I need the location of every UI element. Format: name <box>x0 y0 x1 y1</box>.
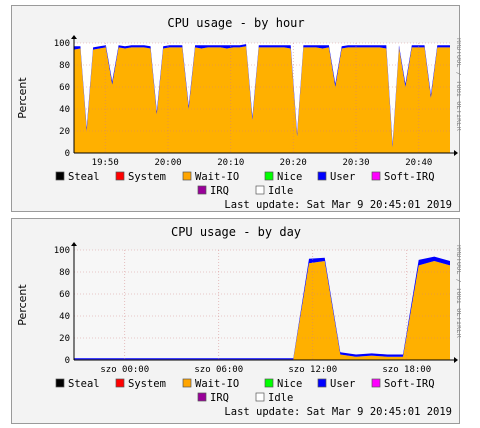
y-tick-label: 0 <box>65 356 70 366</box>
y-tick-label: 40 <box>59 105 70 115</box>
rrdtool-credit: RRDTOOL / TOBI OETIKER <box>455 38 461 132</box>
hour-chart-svg: CPU usage - by hour RRDTOOL / TOBI OETIKE… <box>16 16 461 211</box>
legend-label: IRQ <box>210 392 229 404</box>
plot-area <box>74 250 450 360</box>
y-axis-label: Percent <box>16 77 29 119</box>
x-tick-label: 20:00 <box>154 158 181 168</box>
last-update: Last update: Sat Mar 9 20:45:01 2019 <box>224 406 452 418</box>
day-chart-svg: CPU usage - by day RRDTOOL / TOBI OETIKER… <box>16 225 461 418</box>
y-tick-label: 0 <box>65 149 70 159</box>
x-tick-label: szo 00:00 <box>100 365 149 375</box>
x-tick-label: szo 18:00 <box>382 365 431 375</box>
legend-swatch <box>371 171 381 181</box>
cpu-usage-day-chart: CPU usage - by day RRDTOOL / TOBI OETIKER… <box>11 218 461 424</box>
x-tick-label: 20:30 <box>342 158 369 168</box>
y-tick-label: 100 <box>54 246 70 256</box>
y-tick-label: 80 <box>59 61 70 71</box>
legend-swatch <box>255 185 265 195</box>
legend-label: IRQ <box>210 185 229 197</box>
y-tick-label: 100 <box>54 39 70 49</box>
series-wait-io-area <box>74 46 450 153</box>
legend-label: Idle <box>268 392 293 404</box>
legend-swatch <box>264 378 274 388</box>
series-wait-io-area <box>74 261 450 360</box>
legend-label: System <box>128 378 166 390</box>
y-tick-label: 40 <box>59 312 70 322</box>
y-axis-arrow <box>71 242 77 246</box>
legend-label: Soft-IRQ <box>384 378 435 390</box>
x-tick-label: 20:40 <box>405 158 432 168</box>
x-tick-label: 19:50 <box>92 158 119 168</box>
legend-swatch <box>115 171 125 181</box>
y-axis-label: Percent <box>16 284 29 326</box>
legend-swatch <box>197 185 207 195</box>
legend-label: User <box>330 378 355 390</box>
legend-swatch <box>255 392 265 402</box>
y-tick-label: 80 <box>59 268 70 278</box>
y-tick-label: 60 <box>59 83 70 93</box>
legend-label: Nice <box>277 378 302 390</box>
legend-swatch <box>55 171 65 181</box>
legend-label: Steal <box>68 378 100 390</box>
legend-label: Nice <box>277 171 302 183</box>
cpu-usage-hour-chart: CPU usage - by hour RRDTOOL / TOBI OETIKE… <box>11 5 461 212</box>
last-update: Last update: Sat Mar 9 20:45:01 2019 <box>224 199 452 211</box>
legend-label: Wait-IO <box>195 171 239 183</box>
legend-label: System <box>128 171 166 183</box>
chart-title: CPU usage - by hour <box>167 16 304 30</box>
legend-swatch <box>264 171 274 181</box>
x-tick-label: szo 12:00 <box>288 365 337 375</box>
legend-swatch <box>182 378 192 388</box>
y-tick-label: 20 <box>59 127 70 137</box>
x-axis-arrow <box>454 150 458 156</box>
legend-swatch <box>182 171 192 181</box>
legend-swatch <box>55 378 65 388</box>
chart-title: CPU usage - by day <box>171 225 301 239</box>
x-tick-label: 20:10 <box>217 158 244 168</box>
legend-swatch <box>317 171 327 181</box>
legend-swatch <box>115 378 125 388</box>
x-tick-label: szo 06:00 <box>194 365 243 375</box>
x-tick-label: 20:20 <box>280 158 307 168</box>
legend-swatch <box>371 378 381 388</box>
legend-label: Wait-IO <box>195 378 239 390</box>
legend-swatch <box>317 378 327 388</box>
rrdtool-credit: RRDTOOL / TOBI OETIKER <box>455 245 461 339</box>
legend-label: Soft-IRQ <box>384 171 435 183</box>
x-axis-arrow <box>454 357 458 363</box>
legend-label: User <box>330 171 355 183</box>
legend-swatch <box>197 392 207 402</box>
y-tick-label: 20 <box>59 334 70 344</box>
legend-label: Idle <box>268 185 293 197</box>
legend-label: Steal <box>68 171 100 183</box>
y-axis-arrow <box>71 35 77 39</box>
y-tick-label: 60 <box>59 290 70 300</box>
